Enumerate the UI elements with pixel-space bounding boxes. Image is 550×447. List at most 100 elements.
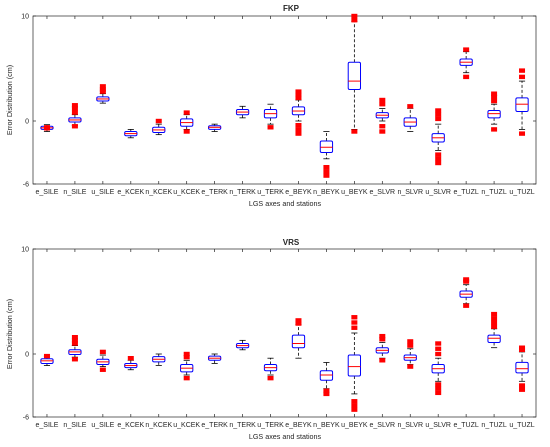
- box-n_SLVR: [403, 339, 417, 369]
- box-n_TUZL: [487, 311, 501, 349]
- vrs-boxes: [40, 277, 529, 412]
- box-e_BEYK: [291, 318, 306, 359]
- outlier-point: [351, 320, 358, 325]
- outlier-point: [295, 127, 302, 132]
- outlier-point: [183, 354, 190, 360]
- outlier-point: [71, 110, 78, 115]
- x-tick-label: n_KCEK: [145, 189, 172, 196]
- y-tick-label: 10: [21, 247, 29, 254]
- outlier-point: [43, 353, 50, 359]
- x-tick-label: e_KCEK: [117, 422, 144, 429]
- outlier-point: [267, 375, 274, 381]
- outlier-point: [323, 165, 330, 170]
- vrs-panel: VRS -6 0 10 e_SILE n_SILE u_SILE e_KCEK n_KCEK…: [5, 238, 537, 441]
- box-u_KCEK: [180, 110, 194, 134]
- outlier-point: [183, 351, 190, 357]
- x-tick-label: e_SILE: [35, 189, 58, 196]
- outlier-point: [127, 356, 134, 361]
- box-u_TUZL: [515, 68, 529, 136]
- outlier-point: [351, 129, 358, 134]
- outlier-point: [351, 18, 358, 23]
- outlier-point: [435, 160, 442, 166]
- iqr-box: [487, 334, 501, 343]
- x-tick-label: u_SILE: [91, 189, 114, 196]
- fkp-x-axis-label: LGS axes and stations: [249, 199, 322, 208]
- outlier-point: [295, 123, 302, 128]
- x-tick-label: u_SILE: [91, 422, 114, 429]
- outlier-point: [351, 407, 358, 412]
- vrs-x-axis-label: LGS axes and stations: [249, 432, 322, 441]
- outlier-point: [435, 112, 442, 117]
- x-tick-label: e_SLVR: [370, 189, 396, 196]
- box-n_KCEK: [152, 353, 166, 366]
- outlier-point: [519, 131, 526, 136]
- x-tick-label: u_BEYK: [341, 189, 368, 196]
- outlier-point: [519, 383, 526, 388]
- outlier-point: [435, 116, 442, 122]
- fkp-panel: FKP -6 0 10 e_SILE n_SILE u_SILE e_KCEK n_KCEK…: [5, 4, 537, 208]
- box-n_SILE: [68, 103, 82, 129]
- x-tick-label: e_SLVR: [370, 422, 396, 429]
- outlier-point: [379, 97, 386, 103]
- outlier-point: [435, 390, 442, 396]
- fkp-title: FKP: [283, 4, 300, 13]
- vrs-y-ticks: -6 0 10: [21, 247, 536, 422]
- x-tick-label: e_SILE: [35, 422, 58, 429]
- x-tick-label: e_TERK: [201, 422, 228, 429]
- outlier-point: [99, 87, 106, 92]
- outlier-point: [435, 341, 442, 346]
- x-tick-label: n_BEYK: [313, 422, 340, 429]
- outlier-point: [519, 74, 526, 80]
- outlier-point: [519, 68, 526, 73]
- iqr-box: [347, 61, 362, 90]
- box-u_KCEK: [180, 351, 194, 381]
- outlier-point: [71, 357, 78, 362]
- box-e_SLVR: [375, 97, 389, 134]
- x-tick-label: e_TUZL: [453, 422, 478, 429]
- x-tick-label: e_KCEK: [117, 189, 144, 196]
- y-tick-label: 0: [25, 352, 29, 359]
- outlier-point: [71, 341, 78, 346]
- x-tick-label: n_TERK: [229, 189, 256, 196]
- y-tick-label: 10: [21, 14, 29, 21]
- outlier-point: [463, 277, 470, 282]
- box-e_SLVR: [375, 333, 389, 363]
- box-n_TERK: [235, 339, 250, 351]
- x-tick-label: u_TERK: [257, 422, 284, 429]
- outlier-point: [379, 124, 386, 129]
- outlier-point: [407, 104, 414, 109]
- box-e_SILE: [40, 124, 54, 132]
- outlier-point: [183, 375, 190, 381]
- outlier-point: [379, 358, 386, 363]
- outlier-point: [435, 346, 442, 351]
- y-tick-label: -6: [23, 182, 29, 189]
- box-u_TERK: [263, 357, 278, 381]
- outlier-point: [379, 333, 386, 339]
- outlier-point: [155, 118, 162, 124]
- x-tick-label: n_TUZL: [481, 189, 506, 196]
- box-e_SILE: [40, 353, 54, 366]
- outlier-point: [435, 156, 442, 161]
- box-e_TERK: [207, 353, 222, 364]
- outlier-point: [491, 98, 498, 104]
- x-tick-label: e_TERK: [201, 189, 228, 196]
- box-u_BEYK: [347, 13, 362, 134]
- outlier-point: [323, 391, 330, 397]
- x-tick-label: n_KCEK: [145, 422, 172, 429]
- iqr-box: [515, 361, 529, 374]
- x-tick-label: n_TERK: [229, 422, 256, 429]
- outlier-point: [323, 169, 330, 174]
- box-u_SLVR: [431, 341, 445, 396]
- box-e_KCEK: [124, 356, 138, 371]
- outlier-point: [491, 91, 498, 96]
- outlier-point: [407, 364, 414, 369]
- box-e_TUZL: [459, 47, 473, 80]
- outlier-point: [71, 338, 78, 343]
- outlier-point: [435, 386, 442, 391]
- outlier-point: [379, 129, 386, 134]
- outlier-point: [435, 108, 442, 113]
- box-n_TERK: [235, 105, 250, 119]
- fkp-axes-box: [32, 15, 537, 185]
- y-tick-label: 0: [25, 119, 29, 126]
